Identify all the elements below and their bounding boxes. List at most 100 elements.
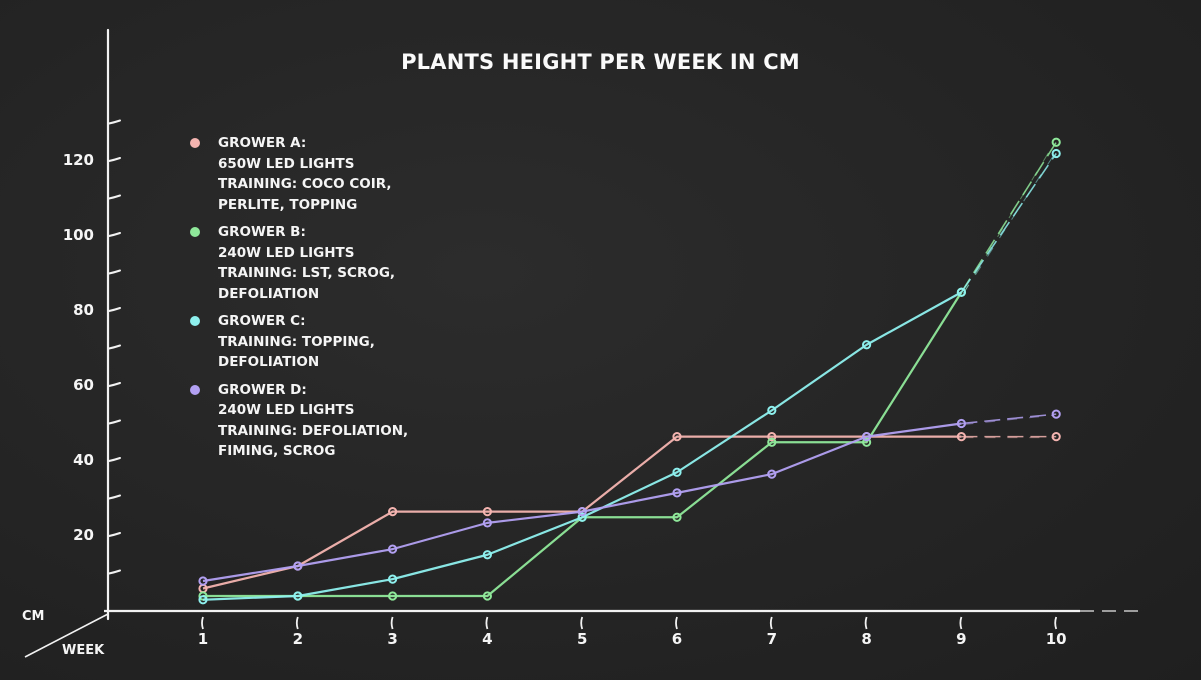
series-line-grower-d — [202, 422, 962, 583]
y-tick — [108, 232, 121, 237]
data-point-marker — [956, 432, 967, 442]
legend-detail: 240W LED LIGHTS — [218, 244, 355, 261]
data-point-marker — [577, 512, 587, 522]
x-tick-label: 9 — [956, 630, 967, 648]
legend-item-grower-b: GROWER B: 240W LED LIGHTS TRAINING: LST,… — [190, 222, 450, 304]
legend-item-grower-a: GROWER A: 650W LED LIGHTS TRAINING: COCO… — [190, 133, 450, 215]
series-projection-line — [962, 154, 1055, 294]
data-point-marker — [198, 595, 208, 605]
y-tick-label: 40 — [73, 451, 94, 469]
y-tick — [108, 532, 121, 537]
legend-detail: DEFOLIATION — [218, 354, 320, 370]
legend-detail: TRAINING: TOPPING, — [218, 333, 375, 350]
legend-label: GROWER D: — [218, 381, 307, 398]
data-point-marker — [1051, 148, 1061, 159]
y-axis-unit-label: CM — [22, 609, 45, 624]
legend-detail: TRAINING: DEFOLIATION, — [218, 422, 409, 439]
series-projection-line — [963, 414, 1055, 425]
x-tick-label: 1 — [197, 630, 209, 648]
data-point-marker — [482, 591, 492, 601]
x-tick — [675, 616, 678, 630]
series-projection-line — [960, 141, 1057, 293]
series-line-grower-c — [202, 291, 962, 601]
x-tick — [580, 616, 584, 630]
x-tick-label: 4 — [482, 630, 493, 648]
legend-label: GROWER C: — [218, 313, 306, 329]
x-tick-label: 8 — [861, 630, 872, 648]
data-point-marker — [482, 507, 492, 517]
data-point-marker — [198, 576, 208, 586]
legend-detail: TRAINING: LST, SCROG, — [218, 265, 396, 281]
data-point-marker — [672, 512, 682, 522]
data-point-marker — [388, 574, 398, 584]
legend-detail: DEFOLIATION — [218, 285, 320, 302]
y-tick — [108, 419, 121, 425]
y-tick — [108, 344, 121, 350]
x-tick — [864, 616, 868, 630]
axis-diagonal-divider — [24, 613, 109, 658]
data-point-marker — [388, 591, 398, 601]
legend-marker-icon — [190, 138, 200, 148]
y-tick-label: 20 — [73, 526, 94, 544]
y-tick — [108, 307, 121, 312]
data-point-marker — [388, 544, 398, 554]
data-point-marker — [956, 418, 967, 429]
legend-label: GROWER A: — [218, 135, 307, 151]
legend-marker-icon — [190, 316, 200, 326]
data-point-marker — [388, 507, 398, 517]
data-point-marker — [862, 340, 872, 350]
y-tick — [108, 382, 121, 387]
data-point-marker — [577, 507, 587, 517]
y-tick — [108, 194, 121, 200]
y-tick — [108, 569, 121, 575]
x-tick — [769, 616, 773, 630]
data-point-marker — [956, 287, 967, 297]
x-tick — [485, 616, 489, 630]
data-point-marker — [767, 405, 777, 415]
x-tick-label: 2 — [292, 630, 304, 648]
legend-detail: 240W LED LIGHTS — [218, 402, 355, 418]
data-point-marker — [767, 432, 777, 442]
data-point-marker — [672, 488, 682, 498]
legend-detail: PERLITE, TOPPING — [218, 196, 358, 213]
legend-detail: FIMING, SCROG — [218, 443, 336, 459]
y-tick — [108, 119, 121, 125]
y-tick-label: 80 — [73, 301, 94, 319]
legend-detail: TRAINING: COCO COIR, — [218, 176, 392, 192]
y-tick — [108, 494, 121, 500]
data-point-marker — [672, 432, 682, 442]
data-point-marker — [1051, 409, 1061, 419]
data-point-marker — [482, 550, 492, 560]
x-axis-unit-label: WEEK — [62, 643, 105, 658]
data-point-marker — [672, 467, 682, 477]
y-tick — [108, 269, 121, 275]
data-point-marker — [862, 437, 872, 447]
y-tick-label: 120 — [62, 151, 94, 169]
series-projection-line — [960, 153, 1057, 293]
legend-label: GROWER B: — [218, 224, 306, 240]
series-projection-line — [961, 413, 1057, 425]
legend-item-grower-d: GROWER D: 240W LED LIGHTS TRAINING: DEFO… — [190, 380, 450, 462]
x-tick — [959, 616, 963, 630]
x-tick-label: 7 — [766, 630, 778, 648]
x-tick — [201, 616, 204, 630]
data-point-marker — [1051, 432, 1061, 442]
data-point-marker — [1051, 137, 1061, 147]
y-tick — [108, 157, 121, 162]
data-point-marker — [862, 432, 872, 442]
legend-detail: 650W LED LIGHTS — [218, 155, 355, 172]
y-tick — [108, 457, 121, 462]
legend-marker-icon — [190, 384, 200, 395]
y-tick-label: 60 — [73, 376, 94, 394]
data-point-marker — [767, 437, 777, 447]
chart-title: PLANTS HEIGHT PER WEEK IN CM — [401, 50, 800, 74]
data-point-marker — [293, 561, 303, 571]
x-tick-label: 3 — [387, 630, 398, 648]
data-point-marker — [293, 591, 303, 601]
legend-item-grower-c: GROWER C: TRAINING: TOPPING, DEFOLIATION — [190, 311, 450, 373]
x-tick — [295, 616, 299, 630]
y-tick-label: 100 — [62, 226, 94, 244]
x-tick — [390, 616, 394, 630]
